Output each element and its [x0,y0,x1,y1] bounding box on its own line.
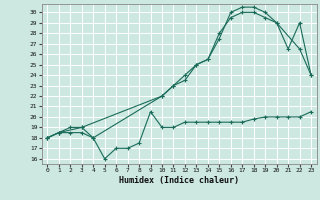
X-axis label: Humidex (Indice chaleur): Humidex (Indice chaleur) [119,176,239,185]
